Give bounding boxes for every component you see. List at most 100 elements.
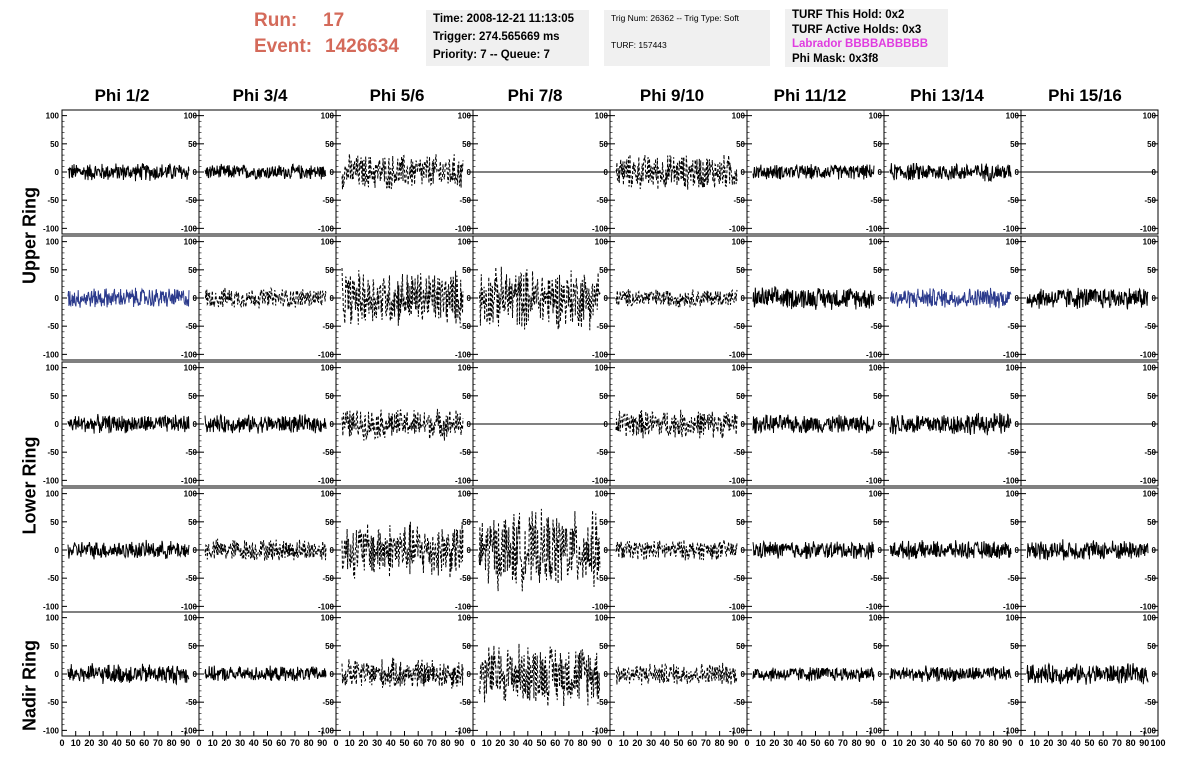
x-tick-label: 0	[881, 738, 886, 748]
y-tick-label: -50	[185, 448, 197, 457]
y-tick-label: -50	[1144, 574, 1156, 583]
y-tick-label: -50	[733, 448, 745, 457]
panel-r2-c8: 100 50 0 -50 -100	[1020, 235, 1159, 361]
y-tick-label: 100	[46, 614, 60, 623]
x-tick-label: 60	[824, 738, 834, 748]
y-tick-label: 0	[467, 420, 472, 429]
y-tick-label: -50	[1144, 322, 1156, 331]
y-tick-label: -50	[1007, 196, 1019, 205]
x-tick-label: 70	[701, 738, 711, 748]
waveform-trace	[889, 162, 1012, 183]
y-tick-label: -100	[729, 602, 746, 611]
y-tick-label: -100	[1003, 602, 1020, 611]
y-tick-label: 100	[595, 490, 609, 499]
y-tick-label: 0	[741, 294, 746, 303]
y-tick-label: 50	[50, 392, 59, 401]
y-tick-label: 50	[188, 392, 197, 401]
y-tick-label: 50	[1147, 392, 1156, 401]
y-tick-label: -50	[596, 574, 608, 583]
y-tick-label: 50	[188, 266, 197, 275]
x-tick-label: 80	[304, 738, 314, 748]
y-tick-label: 50	[462, 266, 471, 275]
y-tick-label: -100	[866, 224, 883, 233]
x-tick-label: 20	[906, 738, 916, 748]
y-tick-label: 0	[330, 294, 335, 303]
y-tick-label: -50	[870, 322, 882, 331]
y-tick-label: 50	[599, 642, 608, 651]
panel-r1-c1: 100 100 50 50 0 0 -50 -50 -100 -100	[43, 109, 200, 235]
time-info-box: Time: 2008-12-21 11:13:05 Trigger: 274.5…	[426, 10, 589, 66]
y-tick-label: 100	[869, 490, 883, 499]
y-tick-label: 50	[50, 140, 59, 149]
y-tick-label: 100	[46, 364, 60, 373]
waveform-trace	[341, 153, 464, 190]
x-tick-label: 20	[84, 738, 94, 748]
x-tick-label: 90	[728, 738, 738, 748]
y-tick-label: -100	[181, 224, 198, 233]
waveform-trace	[615, 662, 738, 686]
y-tick-label: 50	[736, 266, 745, 275]
y-tick-label: 50	[325, 642, 334, 651]
x-tick-label: 50	[125, 738, 135, 748]
waveform-trace	[1026, 662, 1149, 685]
y-tick-label: 100	[321, 614, 335, 623]
y-tick-label: 0	[604, 670, 609, 679]
waveform-trace	[67, 413, 190, 434]
y-tick-label: 0	[193, 670, 198, 679]
y-tick-label: 50	[1147, 266, 1156, 275]
panel-r4-c5: 100 50 0 -50 -100	[609, 487, 748, 613]
y-tick-label: 100	[458, 238, 472, 247]
x-tick-label: 50	[536, 738, 546, 748]
y-tick-label: 50	[873, 642, 882, 651]
y-tick-label: 100	[1143, 364, 1157, 373]
x-tick-label: 30	[646, 738, 656, 748]
y-tick-label: -100	[455, 602, 472, 611]
x-tick-label: 60	[550, 738, 560, 748]
y-tick-label: -100	[592, 726, 609, 735]
y-tick-label: 100	[1006, 614, 1020, 623]
y-tick-label: 50	[462, 140, 471, 149]
y-tick-label: 50	[873, 266, 882, 275]
waveform-trace	[204, 413, 327, 434]
y-tick-label: -50	[1144, 196, 1156, 205]
x-tick-label: 40	[1071, 738, 1081, 748]
column-header-2: Phi 3/4	[232, 86, 288, 105]
panel-r2-c3: 100 50 0 -50 -100	[335, 235, 474, 361]
y-tick-label: -100	[1003, 224, 1020, 233]
y-tick-label: 0	[193, 546, 198, 555]
panel-r3-c3: 100 50 0 -50 -100	[335, 361, 474, 487]
y-tick-label: -50	[870, 196, 882, 205]
y-tick-label: 0	[55, 670, 60, 679]
x-tick-label: 60	[413, 738, 423, 748]
y-tick-label: -50	[185, 574, 197, 583]
y-tick-label: 50	[188, 518, 197, 527]
y-tick-label: -100	[43, 350, 60, 359]
trig-num-text: Trig Num: 26362 -- Trig Type: Soft	[611, 13, 740, 23]
y-tick-label: 50	[1010, 518, 1019, 527]
column-header-4: Phi 7/8	[507, 86, 563, 105]
x-tick-label: 70	[290, 738, 300, 748]
y-tick-label: 100	[46, 112, 60, 121]
x-tick-label: 90	[317, 738, 327, 748]
x-tick-label: 90	[1002, 738, 1012, 748]
x-tick-label: 0	[607, 738, 612, 748]
waveform-trace	[478, 266, 601, 331]
y-tick-label: -50	[870, 448, 882, 457]
x-tick-label: 90	[865, 738, 875, 748]
x-tick-label: 0	[196, 738, 201, 748]
turf-active-text: TURF Active Holds: 0x3	[792, 24, 922, 36]
y-tick-label: -50	[596, 196, 608, 205]
y-tick-label: 0	[878, 420, 883, 429]
waveform-trace	[615, 539, 738, 561]
event-label: Event:	[254, 36, 313, 57]
y-tick-label: 100	[595, 614, 609, 623]
x-tick-label: 0	[59, 738, 64, 748]
waveform-trace	[341, 521, 464, 579]
turf-text: TURF: 157443	[611, 40, 667, 50]
x-tick-label: 60	[687, 738, 697, 748]
y-tick-label: 0	[741, 546, 746, 555]
